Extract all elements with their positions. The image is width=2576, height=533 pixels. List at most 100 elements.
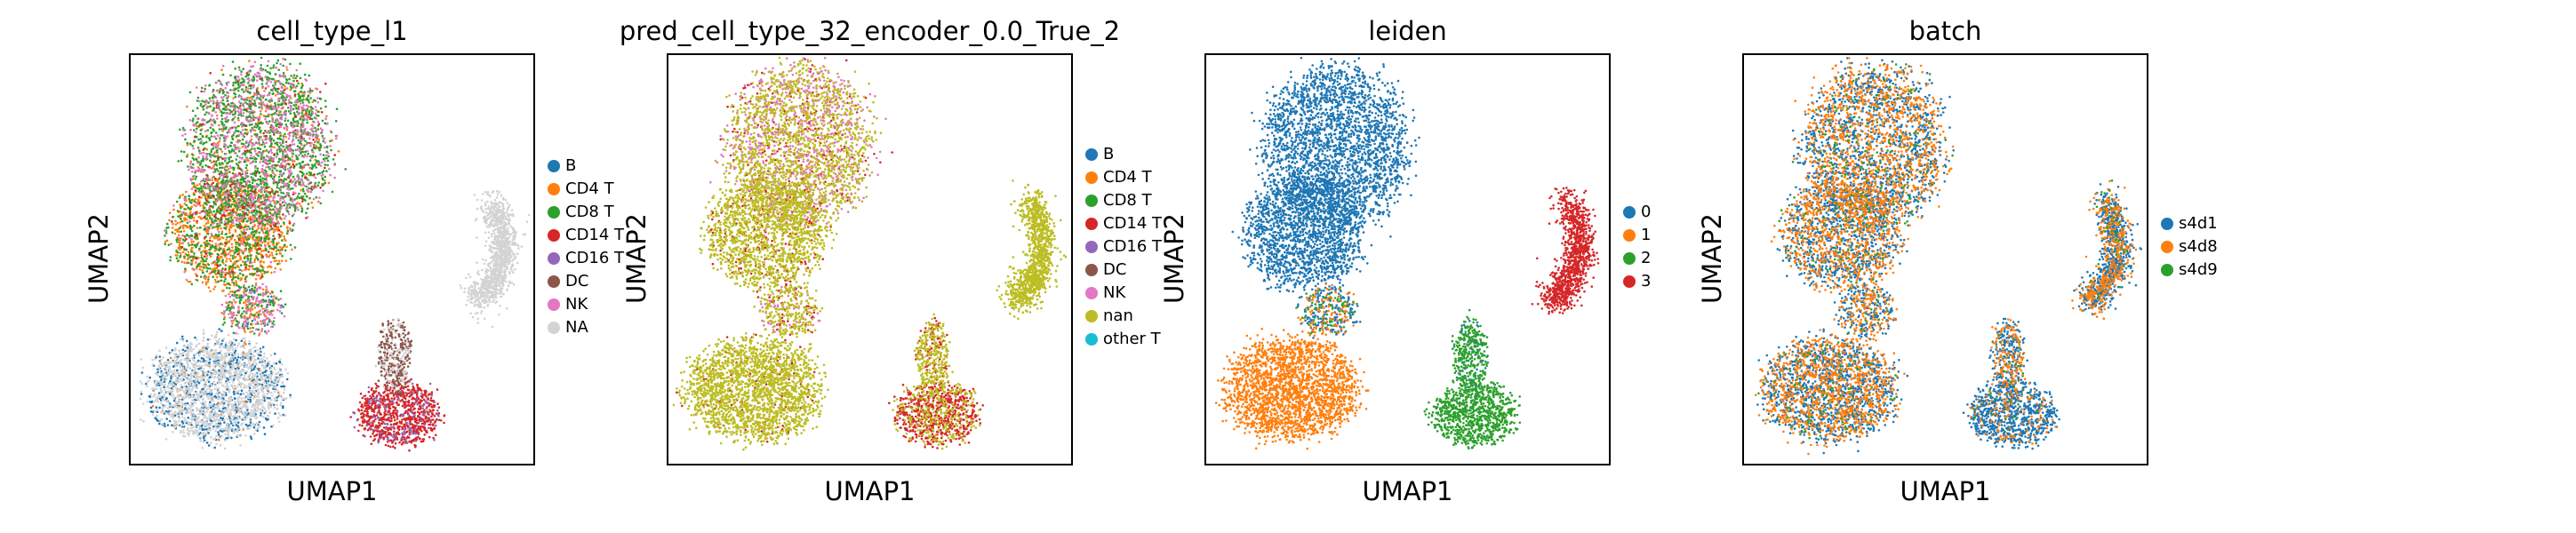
- data-point: [230, 436, 233, 440]
- data-point: [288, 221, 292, 225]
- data-point: [190, 235, 194, 237]
- data-point: [158, 422, 161, 426]
- data-point: [325, 170, 328, 172]
- data-point: [284, 119, 286, 122]
- data-point: [263, 183, 266, 187]
- data-point: [253, 99, 256, 102]
- data-point: [276, 384, 279, 386]
- data-point: [221, 73, 225, 76]
- data-point: [253, 200, 257, 203]
- data-point: [394, 442, 397, 445]
- data-point: [412, 438, 415, 442]
- data-point: [317, 123, 321, 125]
- data-point: [193, 224, 196, 227]
- data-point: [164, 425, 166, 428]
- data-point: [210, 161, 213, 164]
- data-point: [249, 435, 252, 438]
- data-point: [258, 126, 261, 129]
- data-point: [394, 447, 396, 449]
- data-point: [398, 441, 401, 444]
- data-point: [213, 446, 216, 449]
- data-point: [437, 406, 441, 410]
- data-point: [251, 227, 254, 231]
- data-point: [378, 424, 381, 427]
- data-point: [228, 360, 231, 363]
- data-point: [230, 160, 234, 163]
- data-point: [223, 223, 227, 226]
- data-point: [164, 243, 166, 245]
- data-point: [206, 230, 210, 233]
- data-point: [429, 428, 433, 432]
- data-point: [289, 243, 292, 247]
- data-point: [239, 279, 242, 282]
- data-point: [277, 242, 280, 244]
- data-point: [281, 239, 284, 242]
- data-point: [283, 237, 286, 241]
- data-point: [243, 290, 245, 293]
- data-point: [318, 97, 322, 100]
- data-point: [274, 266, 277, 270]
- data-point: [272, 208, 275, 211]
- data-point: [194, 197, 197, 201]
- data-point: [272, 242, 275, 244]
- data-point: [238, 255, 242, 258]
- data-point: [251, 211, 253, 214]
- data-point: [248, 60, 251, 62]
- data-point: [265, 134, 268, 138]
- data-point: [406, 424, 409, 427]
- data-point: [176, 241, 179, 243]
- data-point: [198, 233, 201, 235]
- data-point: [214, 177, 217, 180]
- data-point: [208, 152, 212, 155]
- data-point: [277, 175, 281, 179]
- data-point: [218, 328, 220, 330]
- data-point: [236, 179, 239, 181]
- data-point: [260, 217, 264, 219]
- data-point: [275, 214, 278, 218]
- data-point: [296, 124, 300, 127]
- data-point: [269, 67, 272, 70]
- data-point: [234, 356, 236, 360]
- data-point: [284, 303, 287, 306]
- data-point: [274, 412, 276, 415]
- data-point: [273, 295, 276, 298]
- data-point: [207, 275, 210, 278]
- data-point: [228, 274, 232, 278]
- data-point: [188, 215, 190, 219]
- data-point: [213, 236, 216, 240]
- data-point: [261, 268, 264, 272]
- data-point: [244, 154, 247, 156]
- data-point: [300, 174, 304, 178]
- data-point: [392, 445, 395, 449]
- data-point: [211, 244, 214, 247]
- data-point: [308, 101, 310, 104]
- data-point: [324, 166, 326, 170]
- data-point: [203, 216, 206, 219]
- data-point: [221, 267, 224, 270]
- data-point: [220, 170, 222, 173]
- data-point: [413, 418, 417, 421]
- data-point: [252, 314, 256, 317]
- data-point: [260, 197, 262, 200]
- data-point: [232, 84, 235, 87]
- data-point: [228, 267, 231, 270]
- data-point: [181, 238, 185, 242]
- data-point: [238, 234, 241, 236]
- data-point: [245, 238, 248, 242]
- data-point: [169, 259, 172, 262]
- data-point: [183, 203, 187, 205]
- data-point: [429, 396, 433, 400]
- data-point: [148, 394, 151, 398]
- data-point: [226, 99, 229, 102]
- data-point: [337, 150, 340, 153]
- data-point: [200, 196, 203, 199]
- data-point: [195, 266, 198, 270]
- data-point: [260, 273, 263, 275]
- data-point: [218, 139, 221, 143]
- data-point: [417, 422, 420, 425]
- data-point: [199, 123, 202, 126]
- data-point: [242, 252, 244, 255]
- data-point: [307, 152, 309, 155]
- data-point: [224, 242, 227, 245]
- data-point: [279, 217, 282, 219]
